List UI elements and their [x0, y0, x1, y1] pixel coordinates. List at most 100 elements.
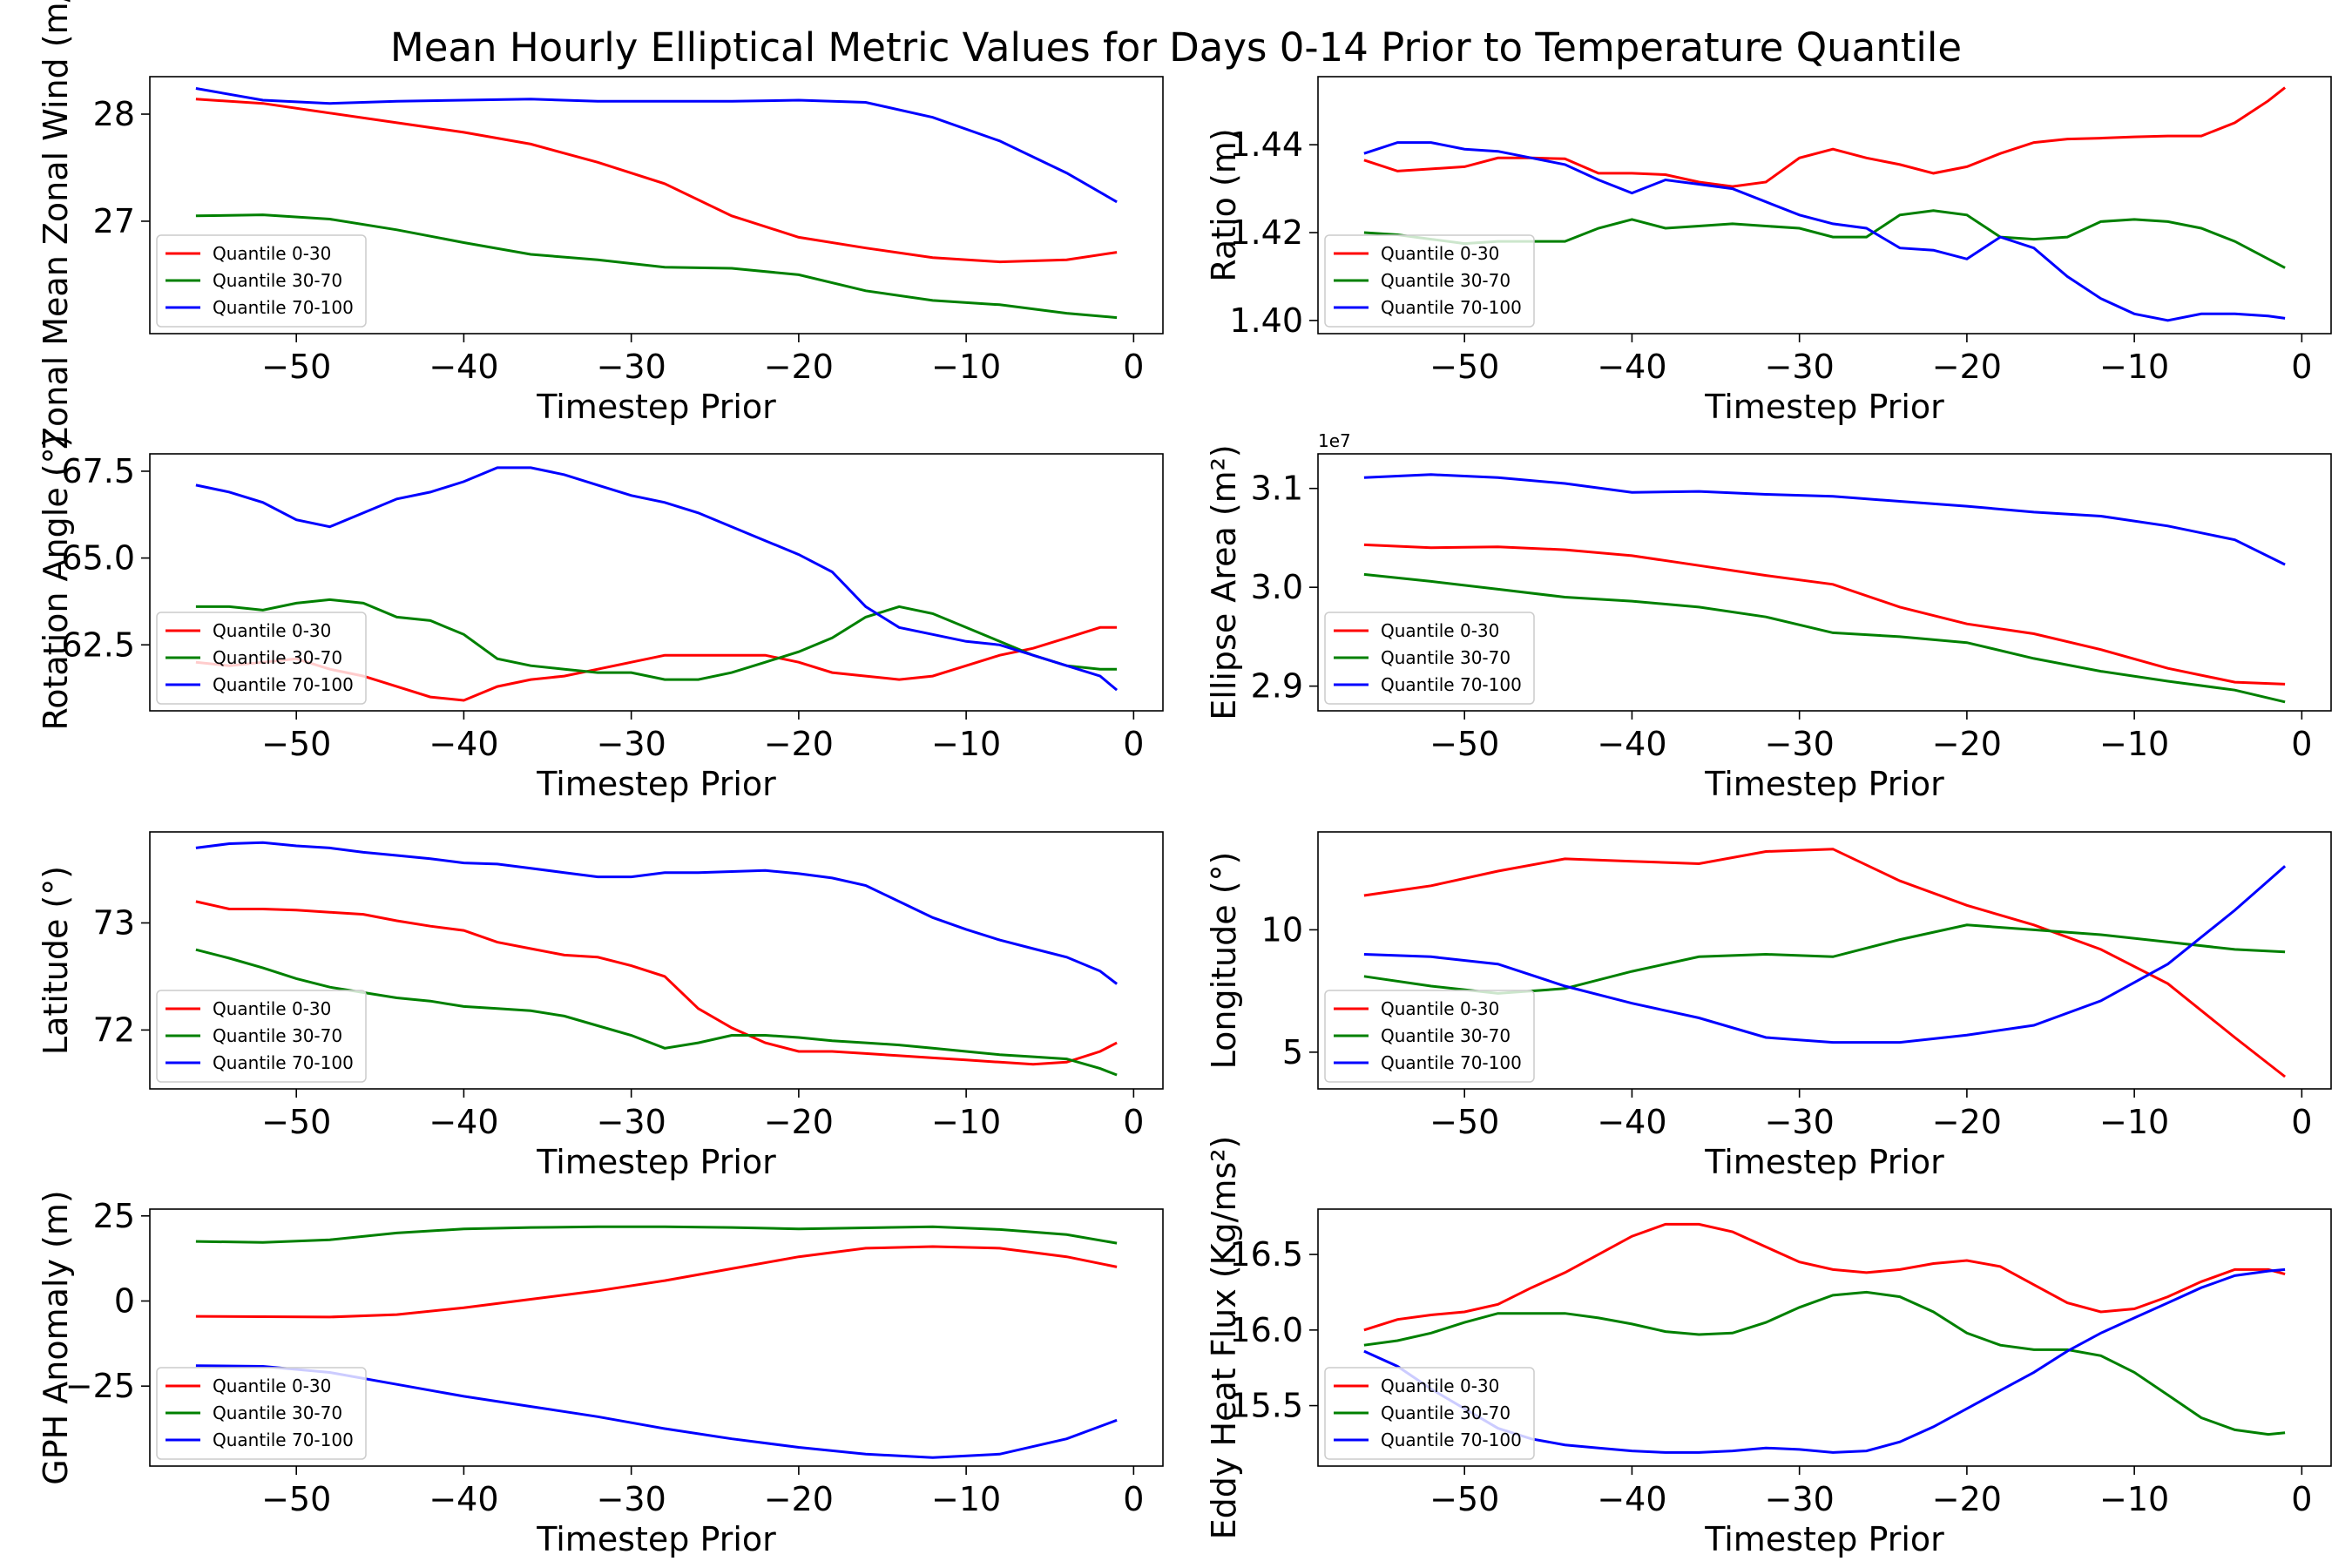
y-tick-label: 16.0 [1229, 1311, 1303, 1349]
legend-box [156, 612, 367, 705]
x-tick-label: −40 [429, 348, 498, 386]
axes-frame [149, 453, 1164, 712]
y-tick-label: 27 [93, 202, 135, 240]
series-line-quantile-1 [1363, 543, 2286, 686]
y-tick-label: 2.9 [1251, 667, 1303, 706]
series-line-quantile-2 [1363, 1290, 2286, 1436]
y-tick-label: 73 [93, 903, 135, 942]
x-tick-label: −10 [2099, 725, 2169, 763]
x-tick-label: −50 [261, 348, 331, 386]
x-tick-label: −10 [2099, 1103, 2169, 1141]
legend: Quantile 0-30 Quantile 30-70 Quantile 70-1… [156, 234, 367, 328]
x-tick-label: −40 [1597, 725, 1666, 763]
legend-entry-label: Quantile 0-30 [1381, 620, 1499, 641]
y-tick-label: 28 [93, 95, 135, 133]
series-line-quantile-2 [1363, 572, 2286, 704]
y-tick-label: 65.0 [61, 539, 135, 578]
x-tick-label: −30 [597, 348, 666, 386]
x-tick-label: −40 [429, 725, 498, 763]
legend-entry-label: Quantile 70-100 [1381, 1052, 1522, 1073]
series-line-quantile-1 [1363, 1222, 2286, 1332]
x-tick-label: −50 [1429, 1480, 1499, 1518]
legend: Quantile 0-30 Quantile 30-70 Quantile 70-1… [156, 990, 367, 1083]
x-axis-label: Timestep Prior [536, 388, 776, 426]
axes-frame [149, 831, 1164, 1090]
x-tick-label: −20 [1932, 725, 2002, 763]
series-line-quantile-1 [1363, 848, 2287, 1078]
x-tick-label: −10 [931, 1480, 1001, 1518]
x-tick-label: −20 [764, 1103, 834, 1141]
y-tick-label: 16.5 [1229, 1235, 1303, 1274]
y-tick-label: 3.0 [1251, 568, 1303, 606]
x-tick-label: −10 [931, 725, 1001, 763]
y-tick-label: 15.5 [1229, 1387, 1303, 1425]
axes-frame [149, 76, 1164, 335]
legend-box [1324, 1367, 1535, 1460]
y-tick-label: 1.40 [1229, 301, 1303, 340]
x-axis-label: Timestep Prior [1704, 765, 1944, 803]
axes-frame [149, 1208, 1164, 1467]
legend-entry-label: Quantile 30-70 [1381, 270, 1511, 291]
x-tick-label: 0 [1123, 725, 1144, 763]
x-tick-label: −40 [429, 1480, 498, 1518]
axes-frame [1317, 76, 2332, 335]
x-tick-label: −10 [2099, 1480, 2169, 1518]
legend-entry-label: Quantile 30-70 [213, 1025, 342, 1046]
y-axis-label: Ellipse Area (m²) [1205, 444, 1243, 720]
legend-box [1324, 990, 1535, 1083]
series-line-quantile-2 [195, 1225, 1118, 1245]
x-tick-label: −30 [597, 1480, 666, 1518]
x-axis-label: Timestep Prior [1704, 1520, 1944, 1558]
legend-box [1324, 612, 1535, 705]
x-tick-label: −10 [931, 1103, 1001, 1141]
y-tick-label: 0 [114, 1281, 135, 1320]
series-line-quantile-1 [1363, 86, 2287, 188]
x-tick-label: −40 [1597, 348, 1666, 386]
x-tick-label: 0 [2291, 1103, 2312, 1141]
legend-entry-label: Quantile 30-70 [213, 647, 342, 668]
x-tick-label: −30 [597, 1103, 666, 1141]
x-tick-label: −20 [1932, 1480, 2002, 1518]
series-line-quantile-1 [195, 98, 1118, 264]
x-tick-label: 0 [1123, 1103, 1144, 1141]
x-axis-label: Timestep Prior [536, 1520, 776, 1558]
x-tick-label: 0 [1123, 1480, 1144, 1518]
x-tick-label: −20 [1932, 1103, 2002, 1141]
x-axis-label: Timestep Prior [1704, 388, 1944, 426]
y-tick-label: 1.42 [1229, 213, 1303, 252]
y-axis-label: Zonal Mean Zonal Wind (m/s) [37, 0, 75, 449]
legend-entry-label: Quantile 70-100 [1381, 674, 1522, 695]
x-tick-label: −40 [1597, 1480, 1666, 1518]
legend: Quantile 0-30 Quantile 30-70 Quantile 70-1… [1324, 1367, 1535, 1460]
x-tick-label: −20 [1932, 348, 2002, 386]
x-tick-label: −20 [764, 348, 834, 386]
x-tick-label: −40 [1597, 1103, 1666, 1141]
y-tick-label: −25 [65, 1367, 135, 1405]
series-line-quantile-3 [195, 87, 1118, 204]
y-tick-label: 25 [93, 1197, 135, 1235]
y-tick-label: 72 [93, 1010, 135, 1049]
legend-box [1324, 234, 1535, 328]
legend-entry-label: Quantile 0-30 [1381, 243, 1499, 264]
x-tick-label: −30 [597, 725, 666, 763]
x-axis-label: Timestep Prior [536, 1143, 776, 1181]
y-tick-label: 10 [1261, 910, 1303, 949]
x-tick-label: 0 [2291, 725, 2312, 763]
legend-box [156, 1367, 367, 1460]
subplot-4: −50 −40 −30 −20 −10 0 2.9 3.0 3.1 1e7 Timestep Pri… [1205, 430, 2332, 803]
legend: Quantile 0-30 Quantile 30-70 Quantile 70-1… [1324, 612, 1535, 705]
legend-entry-label: Quantile 70-100 [213, 1429, 354, 1450]
series-line-quantile-3 [195, 841, 1119, 985]
subplot-3: −50 −40 −30 −20 −10 0 62.5 65.0 67.5 Timestep Pri… [37, 435, 1164, 803]
legend-entry-label: Quantile 30-70 [1381, 1025, 1511, 1046]
legend-entry-label: Quantile 0-30 [213, 1375, 331, 1396]
y-tick-label: 67.5 [61, 452, 135, 490]
x-tick-label: −20 [764, 725, 834, 763]
axes-frame [1317, 831, 2332, 1090]
y-axis-label: Ratio (m) [1205, 128, 1243, 281]
x-tick-label: 0 [2291, 1480, 2312, 1518]
legend-entry-label: Quantile 70-100 [1381, 1429, 1522, 1450]
legend: Quantile 0-30 Quantile 30-70 Quantile 70-1… [1324, 990, 1535, 1083]
figure-title: Mean Hourly Elliptical Metric Values for… [390, 24, 1962, 71]
